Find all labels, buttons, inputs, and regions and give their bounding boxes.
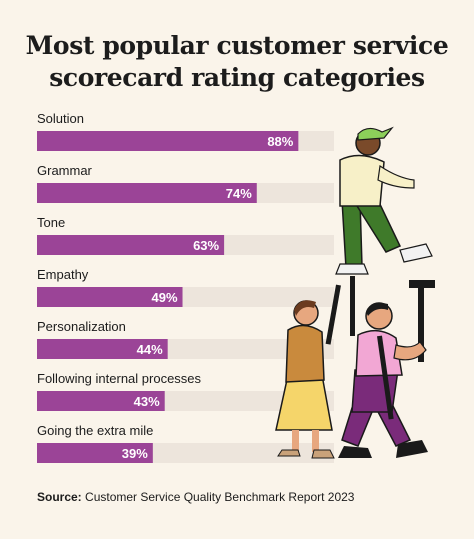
bar [37, 287, 183, 307]
bar [37, 131, 299, 151]
source-note: Source: Customer Service Quality Benchma… [37, 490, 354, 504]
value-label: 74% [226, 186, 252, 201]
category-label: Solution [37, 111, 84, 126]
bar [37, 339, 168, 359]
chart-title-line-1: Most popular customer service [25, 31, 449, 60]
value-label: 88% [267, 134, 293, 149]
source-text: Customer Service Quality Benchmark Repor… [81, 490, 355, 504]
bar [37, 391, 165, 411]
bar [37, 235, 225, 255]
bar [37, 183, 257, 203]
category-label: Tone [37, 215, 65, 230]
value-label: 44% [137, 342, 163, 357]
source-label: Source: [37, 490, 82, 504]
value-label: 39% [122, 446, 148, 461]
value-label: 49% [151, 290, 177, 305]
value-label: 43% [134, 394, 160, 409]
category-label: Grammar [37, 163, 93, 178]
category-label: Going the extra mile [37, 423, 153, 438]
category-label: Empathy [37, 267, 89, 282]
chart-title-line-2: scorecard rating categories [49, 63, 425, 92]
category-label: Personalization [37, 319, 126, 334]
bar [37, 443, 153, 463]
value-label: 63% [193, 238, 219, 253]
category-label: Following internal processes [37, 371, 202, 386]
